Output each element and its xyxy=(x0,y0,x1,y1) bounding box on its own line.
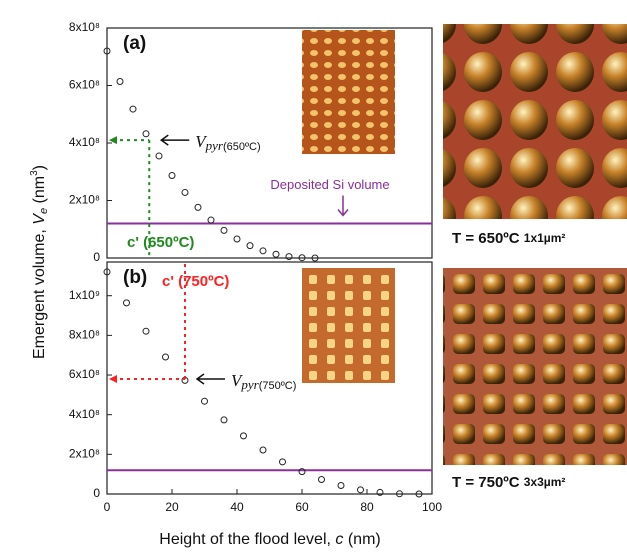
data-point xyxy=(221,227,227,233)
y-tick-label: 0 xyxy=(93,250,100,264)
data-point xyxy=(163,354,169,360)
data-point xyxy=(156,153,162,159)
y-tick-label: 4x10⁸ xyxy=(69,407,100,421)
y-tick-label: 6x10⁸ xyxy=(69,367,100,381)
y-tick-label: 4x10⁸ xyxy=(69,135,100,149)
y-tick-label: 1x10⁹ xyxy=(69,288,100,302)
y-tick-label: 2x10⁸ xyxy=(69,447,100,461)
vpyr-label: Vpyr(750ºC) xyxy=(231,371,296,392)
y-tick-label: 6x10⁸ xyxy=(69,78,100,92)
data-point xyxy=(202,398,208,404)
data-point xyxy=(286,254,292,260)
y-tick-label: 8x10⁸ xyxy=(69,20,100,34)
arrow xyxy=(338,196,348,216)
y-tick-label: 0 xyxy=(93,486,100,500)
inset-afm xyxy=(302,268,395,383)
arrow xyxy=(161,135,189,145)
data-point xyxy=(234,236,240,242)
x-axis-label: Height of the flood level, c (nm) xyxy=(159,531,380,548)
data-point xyxy=(260,248,266,254)
y-axis-label: Emergent volume, Ve (nm3) xyxy=(29,165,50,359)
si-volume-label: Deposited Si volume xyxy=(270,177,389,192)
data-point xyxy=(260,447,266,453)
x-tick-label: 40 xyxy=(230,500,244,514)
panel-label: (b) xyxy=(123,267,147,288)
vpyr-temp: (650ºC) xyxy=(223,141,261,153)
data-point xyxy=(280,459,286,465)
data-point xyxy=(182,189,188,195)
vpyr-label: Vpyr(650ºC) xyxy=(195,132,260,153)
y-tick-label: 2x10⁸ xyxy=(69,193,100,207)
x-tick-label: 100 xyxy=(422,500,442,514)
x-tick-label: 20 xyxy=(165,500,179,514)
critical-c-label: c' (650ºC) xyxy=(127,234,194,251)
critical-c-label: c' (750ºC) xyxy=(162,273,229,290)
x-tick-label: 60 xyxy=(295,500,309,514)
data-point xyxy=(169,172,175,178)
arrow-head xyxy=(109,375,117,383)
inset-afm xyxy=(302,30,395,154)
figure: T = 650ºC 1x1µm² T = 750ºC 3x3µm² Height… xyxy=(0,0,627,554)
vpyr-sub: pyr xyxy=(205,138,224,153)
data-point xyxy=(273,251,279,257)
data-point xyxy=(143,131,149,137)
vpyr-temp: (750ºC) xyxy=(259,380,297,392)
y-tick-label: 8x10⁸ xyxy=(69,328,100,342)
data-point xyxy=(143,328,149,334)
data-point xyxy=(241,433,247,439)
arrow xyxy=(197,374,225,384)
image-caption: T = 750ºC 3x3µm² xyxy=(452,474,565,491)
afm-image xyxy=(443,24,627,219)
x-tick-label: 80 xyxy=(360,500,374,514)
vpyr-sub: pyr xyxy=(240,377,259,392)
x-tick-label: 0 xyxy=(104,500,111,514)
data-point xyxy=(358,487,364,493)
data-point xyxy=(319,477,325,483)
panel-label: (a) xyxy=(123,33,146,54)
data-point xyxy=(124,300,130,306)
data-point xyxy=(130,106,136,112)
image-caption: T = 650ºC 1x1µm² xyxy=(452,230,565,247)
data-point xyxy=(117,78,123,84)
data-point xyxy=(338,482,344,488)
data-point xyxy=(221,417,227,423)
afm-image xyxy=(443,268,627,465)
data-point xyxy=(195,204,201,210)
data-point xyxy=(208,217,214,223)
data-point xyxy=(247,243,253,249)
